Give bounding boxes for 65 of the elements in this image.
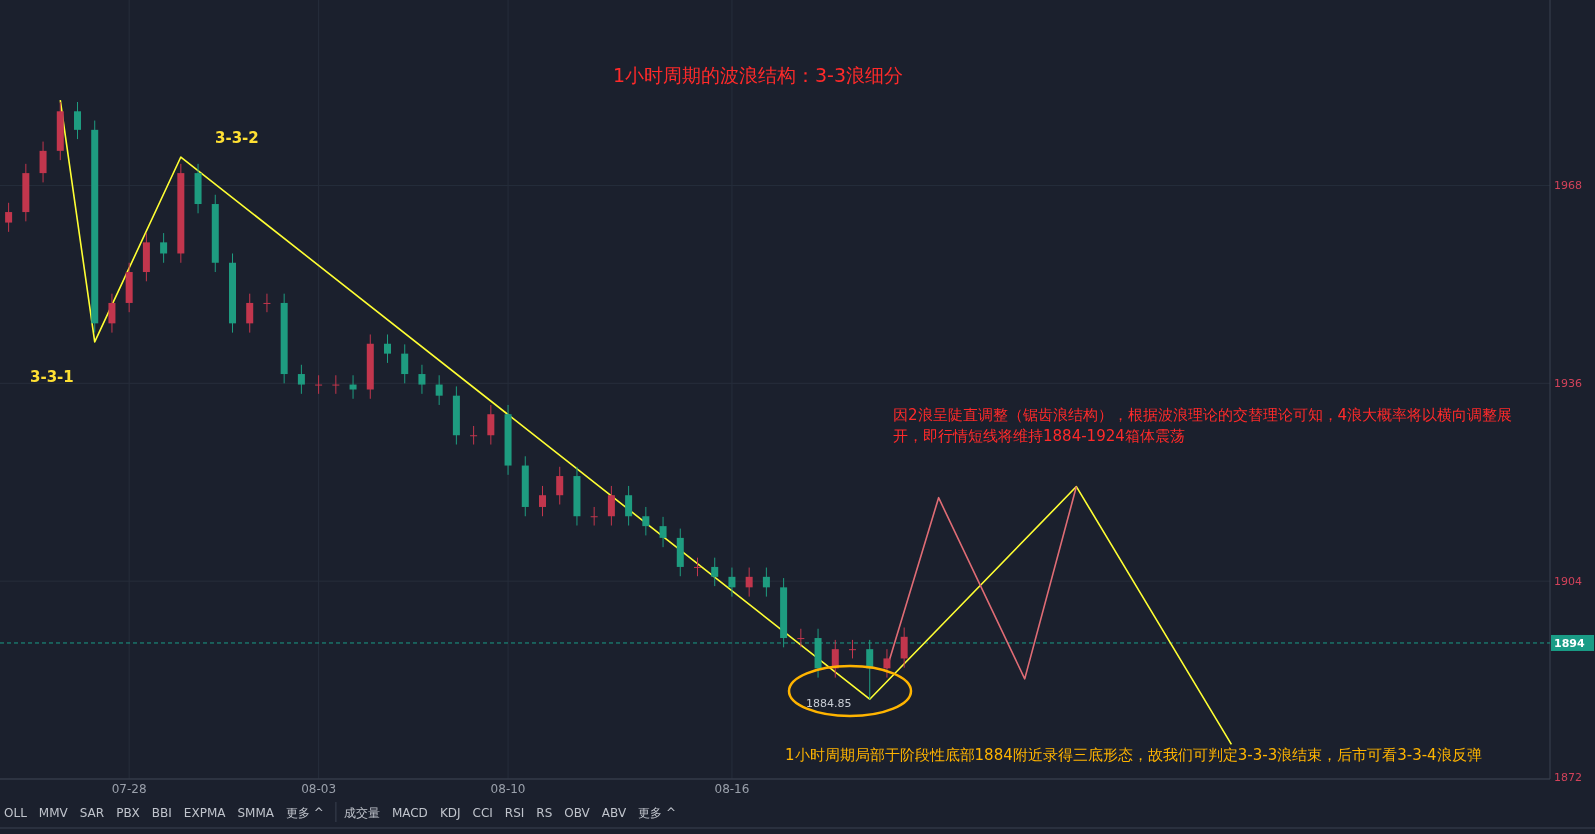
text: RS — [536, 806, 553, 820]
text: ABV — [601, 806, 627, 820]
candlestick — [659, 516, 667, 548]
candlestick — [728, 567, 736, 598]
text: CCI — [472, 806, 493, 820]
candlestick — [590, 506, 598, 527]
x-tick-label: 08-03 — [301, 782, 337, 796]
text: OLL — [4, 806, 28, 820]
text: OBV — [564, 806, 591, 820]
candlestick — [297, 364, 305, 395]
candlestick — [883, 648, 891, 679]
candlestick — [160, 232, 168, 264]
candlestick — [556, 466, 564, 505]
candlestick — [263, 293, 271, 313]
text: BBI — [151, 806, 172, 820]
candlestick — [349, 374, 357, 400]
candlestick — [470, 425, 478, 446]
candlestick — [762, 567, 770, 598]
text: MACD — [391, 806, 428, 820]
candlestick — [332, 374, 340, 395]
candlestick — [401, 343, 409, 384]
text: KDJ — [439, 806, 461, 820]
text: 成交量 — [343, 806, 380, 820]
text: MMV — [38, 806, 69, 820]
annotation: 因2浪呈陡直调整（锯齿浪结构），根据波浪理论的交替理论可知，4浪大概率将以横向调整展开，即行情短线将维持1884-1924箱体震荡 — [893, 405, 1514, 447]
candlestick — [625, 485, 633, 527]
y-tick-label: 1936 — [1554, 377, 1582, 391]
text: SMMA — [237, 806, 275, 820]
annotation: 3-3-1 — [30, 368, 74, 386]
x-tick-label: 08-10 — [490, 782, 526, 796]
candlestick — [539, 485, 546, 517]
candlestick — [797, 628, 805, 648]
x-tick-label: 07-28 — [111, 782, 147, 796]
x-tick-label: 08-16 — [714, 782, 750, 796]
candlestick — [315, 374, 323, 395]
candlestick — [900, 627, 908, 669]
text: EXPMA — [183, 806, 227, 820]
ref-line-label: 1894 — [1554, 636, 1585, 650]
y-tick-label: 1968 — [1554, 179, 1582, 193]
candlestick — [694, 557, 701, 577]
text: 更多 ^ — [638, 806, 676, 820]
candlestick — [711, 557, 719, 587]
candlestick — [607, 485, 615, 527]
candlestick — [487, 404, 495, 446]
y-tick-label: 1872 — [1554, 771, 1582, 784]
text: RSI — [504, 806, 525, 820]
candlestick — [5, 202, 13, 233]
text: 更多 ^ — [286, 806, 324, 820]
annotation: 1小时周期局部于阶段性底部1884附近录得三底形态，故我们可判定3-3-3浪结束，后市可看3-3-4浪反弹 — [785, 746, 1482, 764]
candlestick — [435, 374, 443, 406]
candlestick — [849, 639, 856, 659]
annotation: 3-3-2 — [215, 129, 259, 147]
candlestick — [74, 101, 81, 140]
candlestick — [745, 567, 753, 598]
candlestick — [418, 364, 426, 395]
candlestick — [39, 141, 47, 183]
candlestick — [642, 506, 650, 536]
candlestick — [108, 293, 116, 334]
text: 1小时周期的波浪结构：3-3浪细分 — [612, 64, 904, 86]
candlestick — [246, 293, 254, 334]
annotation: 1884.85 — [806, 697, 852, 710]
y-tick-label: 1904 — [1554, 575, 1582, 589]
text: PBX — [116, 806, 140, 820]
candlestick — [384, 333, 391, 364]
text: SAR — [79, 806, 105, 820]
